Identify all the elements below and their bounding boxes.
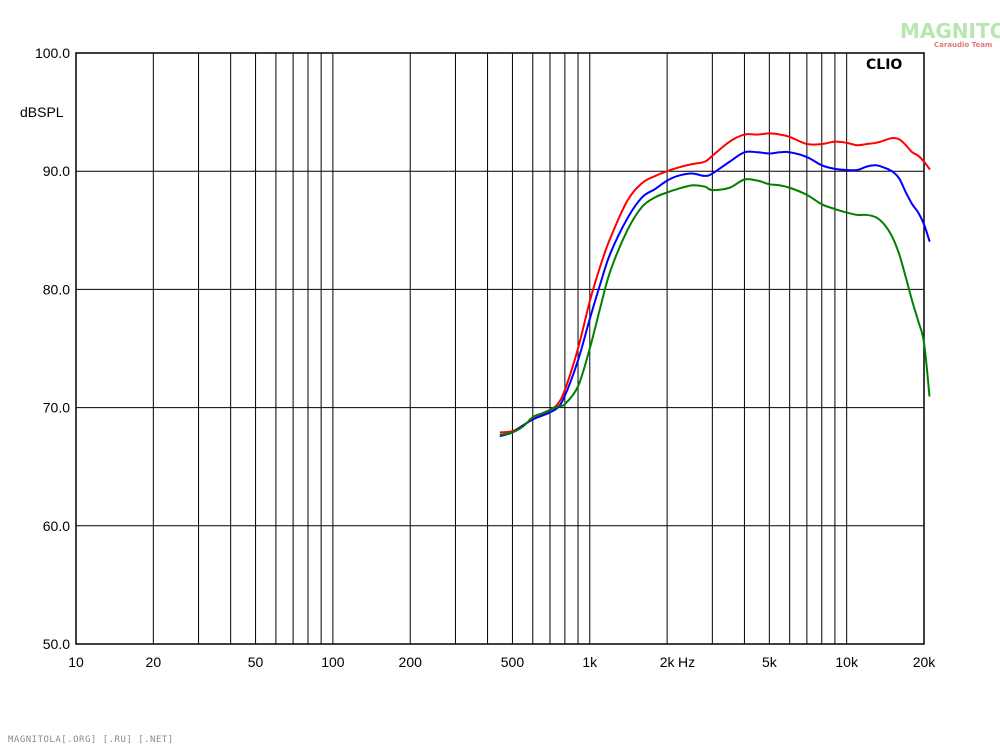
response-curves: [499, 132, 931, 437]
clio-brand-label: CLIO: [866, 57, 902, 73]
response-curve-2: [499, 150, 931, 437]
response-curve-1: [499, 132, 931, 434]
x-tick-labels: 10 20 50 100 200 500 1k 2k 5k 10k 20k: [68, 654, 936, 670]
y-tick-label: 50.0: [43, 636, 70, 652]
x-tick-label: 10k: [835, 654, 859, 670]
x-axis-unit-label: Hz: [678, 654, 695, 670]
x-tick-label: 10: [68, 654, 84, 670]
y-tick-label: 70.0: [43, 400, 70, 416]
y-tick-label: 100.0: [35, 45, 70, 61]
x-tick-label: 50: [248, 654, 264, 670]
watermark-subtitle: Caraudio Team: [934, 41, 992, 49]
watermark-title: MAGNITOLA: [900, 19, 1000, 43]
x-tick-label: 20: [146, 654, 162, 670]
y-axis-label: dBSPL: [20, 104, 64, 120]
response-curve-3: [499, 178, 931, 436]
x-tick-label: 2k: [660, 654, 676, 670]
y-tick-label: 60.0: [43, 518, 70, 534]
x-tick-label: 100: [321, 654, 345, 670]
footer-watermark: MAGNITOLA[.ORG] [.RU] [.NET]: [8, 735, 174, 745]
x-tick-label: 1k: [582, 654, 598, 670]
y-tick-label: 90.0: [43, 163, 70, 179]
x-tick-label: 20k: [913, 654, 937, 670]
x-tick-label: 5k: [762, 654, 778, 670]
y-tick-label: 80.0: [43, 281, 70, 297]
x-tick-label: 200: [399, 654, 423, 670]
x-tick-label: 500: [501, 654, 525, 670]
y-tick-labels: 50.0 60.0 70.0 80.0 90.0 100.0: [35, 45, 70, 652]
